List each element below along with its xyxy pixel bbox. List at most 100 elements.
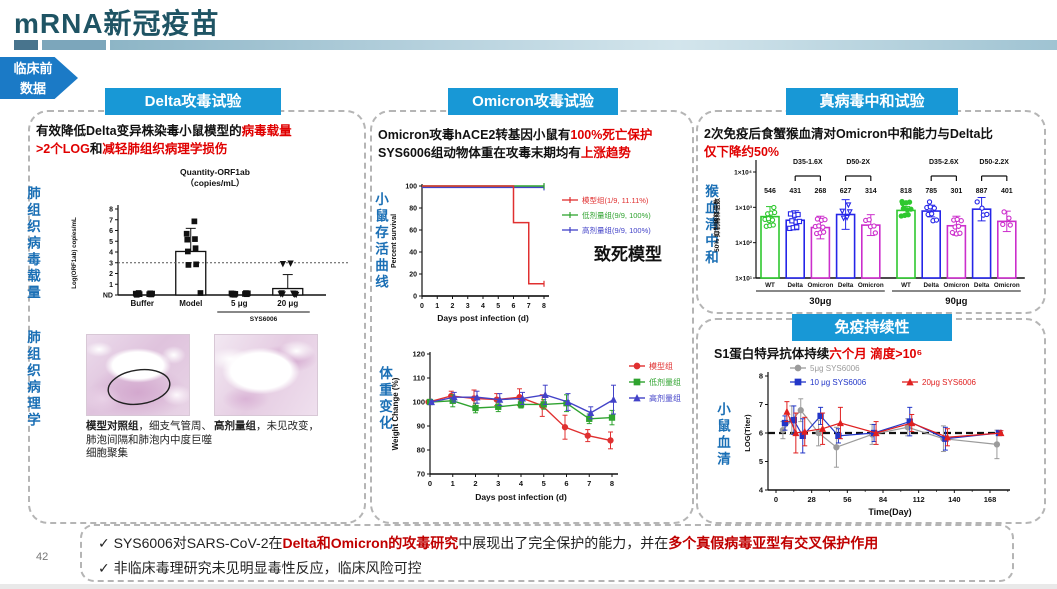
svg-text:模型组: 模型组 [649,361,673,371]
stage-badge-line1: 临床前 [13,61,53,76]
stage-badge-preclinical: 临床前 数据 [0,57,78,99]
svg-text:301: 301 [951,188,963,195]
svg-text:8: 8 [109,207,113,214]
neutralization-headline-line1: 2次免疫后食蟹猴血清对Omicron中和能力与Delta比 [704,127,993,141]
svg-text:D35-1.6X: D35-1.6X [793,159,823,166]
svg-text:627: 627 [840,188,852,195]
svg-text:8: 8 [759,372,763,381]
svg-text:0: 0 [413,294,417,301]
persistence-headline-line1: S1蛋白特异抗体持续六个月 滴度>10⁶ [714,347,923,361]
svg-text:120: 120 [412,350,425,359]
svg-text:80: 80 [417,446,425,455]
svg-text:4: 4 [759,486,764,495]
svg-text:低剂量组: 低剂量组 [649,377,681,387]
svg-text:Delta: Delta [974,282,990,289]
svg-text:高剂量组(9/9, 100%): 高剂量组(9/9, 100%) [582,225,651,235]
svg-text:8: 8 [610,479,614,488]
svg-text:（copies/mL）: （copies/mL） [185,178,244,188]
omicron-headline-line2: SYS6006组动物体重在攻毒末期均有上涨趋势 [378,146,631,161]
summary-box: ✓ SYS6006对SARS-CoV-2在Delta和Omicron的攻毒研究中… [80,524,1014,582]
svg-text:80: 80 [409,206,417,213]
svg-text:1×10¹: 1×10¹ [735,276,752,283]
histology-caption-high-dose: 高剂量组，未见改变， [214,420,319,432]
svg-text:785: 785 [925,188,937,195]
svg-text:6: 6 [512,303,516,310]
svg-text:Delta: Delta [923,282,939,289]
svg-text:7: 7 [109,217,113,224]
svg-text:90: 90 [417,422,425,431]
svg-text:10 μg SYS6006: 10 μg SYS6006 [810,378,867,387]
svg-text:Omicron: Omicron [858,282,884,289]
svg-text:高剂量组: 高剂量组 [649,393,681,403]
svg-text:Log(ORF1ab) copies/mL: Log(ORF1ab) copies/mL [71,217,78,289]
svg-text:50% 抑制稀释倍数: 50% 抑制稀释倍数 [712,198,721,252]
side-label-monkey-serum-neutralization: 猴血清中和 [703,184,718,267]
neutralization-headline: 2次免疫后食蟹猴血清对Omicron中和能力与Delta比 仅下降约50% [704,125,1040,161]
persistence-headline: S1蛋白特异抗体持续六个月 滴度>10⁶ [714,345,1040,363]
svg-text:7: 7 [759,400,763,409]
histology-caption-model-control: 模型对照组，细支气管周、肺泡间隔和肺泡内中度巨噬细胞聚集 [86,420,212,460]
svg-text:D50-2.2X: D50-2.2X [979,159,1009,166]
svg-text:5: 5 [109,239,113,246]
svg-text:5μg SYS6006: 5μg SYS6006 [810,364,860,373]
title-divider-segment-3 [110,40,1057,50]
svg-text:110: 110 [413,374,425,383]
side-label-weight-change: 体重变化 [377,366,392,432]
summary-line-1: ✓ SYS6006对SARS-CoV-2在Delta和Omicron的攻毒研究中… [98,531,996,556]
svg-text:1: 1 [451,479,455,488]
svg-text:90μg: 90μg [945,296,967,307]
svg-text:Days post infection (d): Days post infection (d) [475,492,567,502]
svg-text:1×10⁴: 1×10⁴ [734,170,752,177]
svg-text:Delta: Delta [838,282,854,289]
svg-text:6: 6 [759,429,763,438]
svg-text:WT: WT [901,282,911,289]
svg-text:0: 0 [428,479,432,488]
svg-text:60: 60 [409,228,417,235]
svg-text:56: 56 [843,495,851,504]
svg-text:20: 20 [409,272,417,279]
page-number: 42 [36,551,49,563]
svg-text:Omicron: Omicron [807,282,833,289]
svg-text:7: 7 [527,303,531,310]
svg-text:5: 5 [759,457,763,466]
histology-image-model-control [86,334,190,416]
svg-text:2: 2 [473,479,477,488]
svg-text:2: 2 [109,271,113,278]
delta-headline-line2: >2个LOG和减轻肺组织病理学损伤 [36,142,228,157]
svg-text:模型组(1/9, 11.11%): 模型组(1/9, 11.11%) [582,195,649,205]
svg-text:Quantity-ORF1ab: Quantity-ORF1ab [180,167,250,177]
svg-text:1×10³: 1×10³ [735,205,753,212]
delta-headline: 有效降低Delta变异株染毒小鼠模型的病毒载量 >2个LOG和减轻肺组织病理学损… [36,122,358,158]
annotation-ellipse [107,368,171,406]
svg-text:致死模型: 致死模型 [594,244,662,264]
title-divider-segment-2 [42,40,106,50]
svg-text:LOG(Titer): LOG(Titer) [743,414,752,452]
summary-line-2-text: 非临床毒理研究未见明显毒性反应，临床风险可控 [109,560,422,577]
slide-bottom-edge [0,584,1057,589]
svg-text:5: 5 [542,479,546,488]
svg-text:SYS6006: SYS6006 [250,316,278,323]
title-divider-segment-1 [14,40,38,50]
svg-text:3: 3 [109,260,113,267]
svg-text:4: 4 [519,479,524,488]
svg-text:5 μg: 5 μg [231,299,248,308]
svg-text:168: 168 [984,495,997,504]
svg-text:8: 8 [542,303,546,310]
svg-text:WT: WT [765,282,775,289]
svg-text:818: 818 [900,188,912,195]
weight-change-chart: 70 80 90 100 110 120 0 1 2 3 4 5 6 7 8 Days post infect… [391,350,681,503]
svg-text:140: 140 [948,495,961,504]
omicron-headline: Omicron攻毒hACE2转基因小鼠有100%死亡保护 SYS6006组动物体… [378,126,686,162]
stage-badge-line2: 数据 [19,80,46,96]
svg-text:546: 546 [764,188,776,195]
header-neutralization: 真病毒中和试验 [786,88,958,115]
svg-text:28: 28 [807,495,815,504]
svg-text:Omicron: Omicron [994,282,1020,289]
header-persistence: 免疫持续性 [792,314,952,341]
side-label-lung-viral-load: 肺组织病毒载量 [25,186,40,302]
histology-image-high-dose [214,334,318,416]
svg-text:401: 401 [1001,188,1013,195]
svg-text:D50-2X: D50-2X [846,159,870,166]
svg-text:Model: Model [179,299,202,308]
